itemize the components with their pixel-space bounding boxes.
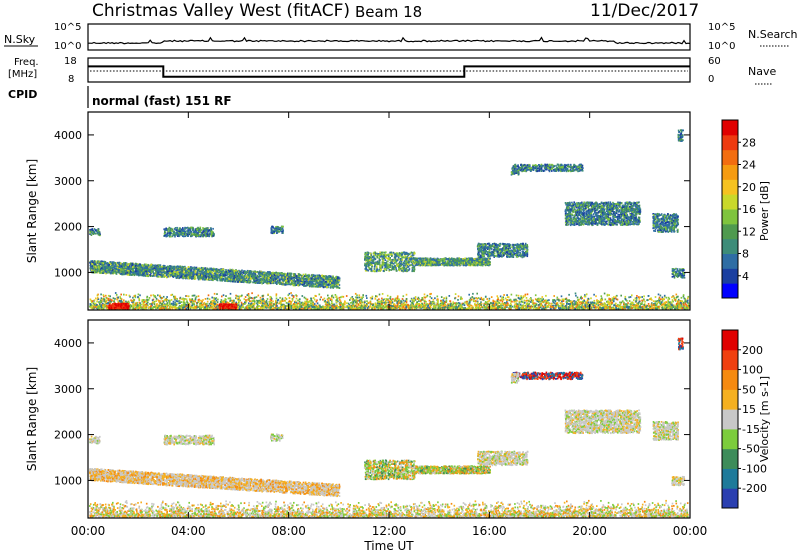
colorbar-tick-label: -15 — [742, 423, 760, 436]
nsky-tick-top: 10^5 — [54, 22, 81, 33]
x-tick-label: 08:00 — [271, 524, 306, 538]
colorbar-segment — [722, 349, 738, 371]
nave-label: Nave — [748, 65, 776, 78]
colorbar-segment — [722, 209, 738, 225]
colorbar-tick-label: 100 — [742, 364, 763, 377]
nave-tick-top: 60 — [708, 56, 721, 67]
cpid-value: normal (fast) 151 RF — [92, 94, 232, 108]
power-y-axis: 1000 2000 3000 4000 — [54, 129, 690, 279]
y-tick-label: 3000 — [54, 383, 82, 396]
y-tick-label: 4000 — [54, 129, 82, 142]
nsearch-tick-bottom: 10^0 — [708, 41, 735, 52]
colorbar-segment — [722, 164, 738, 180]
nsky-tick-bottom: 10^0 — [54, 41, 81, 52]
colorbar-segment — [722, 428, 738, 450]
y-tick-label: 4000 — [54, 337, 82, 350]
colorbar-tick-label: 8 — [742, 248, 749, 261]
nsky-trace — [88, 36, 691, 45]
colorbar-segment — [722, 488, 738, 509]
velocity-heatmap — [89, 337, 689, 518]
date-title: 11/Dec/2017 — [590, 1, 699, 21]
colorbar-segment — [722, 330, 738, 351]
colorbar-segment — [722, 389, 738, 410]
nave-tick-bottom: 0 — [708, 74, 714, 85]
colorbar-tick-label: 4 — [742, 270, 749, 283]
colorbar-tick-label: 12 — [742, 225, 756, 238]
power-colorbar-label: Power [dB] — [758, 181, 771, 241]
y-tick-label: 3000 — [54, 175, 82, 188]
cpid-label: CPID — [8, 88, 37, 101]
power-panel: 1000 2000 3000 4000 Slant Range [km] 28 24 20… — [25, 111, 771, 311]
colorbar-segment — [722, 283, 738, 299]
colorbar-segment — [722, 120, 738, 136]
colorbar-tick-label: -200 — [742, 482, 767, 495]
colorbar-tick-label: 50 — [742, 383, 756, 396]
colorbar-tick-label: 15 — [742, 403, 756, 416]
x-tick-label: 16:00 — [472, 524, 507, 538]
y-tick-label: 2000 — [54, 221, 82, 234]
colorbar-segment — [722, 409, 738, 430]
colorbar-segment — [722, 369, 738, 390]
y-tick-label: 1000 — [54, 266, 82, 279]
y-tick-label: 2000 — [54, 429, 82, 442]
velocity-colorbar: 200 100 50 15 -15 -50 -100 -200 — [721, 329, 767, 509]
colorbar-tick-label: -50 — [742, 443, 760, 456]
x-tick-label: 04:00 — [171, 524, 206, 538]
colorbar-segment — [722, 268, 738, 284]
colorbar-segment — [722, 134, 738, 151]
power-ylabel: Slant Range [km] — [25, 159, 39, 263]
time-axis: 00:00 04:00 08:00 12:00 16:00 20:00 00:00 — [71, 112, 708, 538]
time-axis-label: Time UT — [363, 539, 414, 553]
colorbar-segment — [722, 468, 738, 489]
freq-trace — [88, 65, 690, 78]
nsearch-tick-top: 10^5 — [708, 22, 735, 33]
colorbar-segment — [722, 448, 738, 469]
station-title: Christmas Valley West (fitACF) — [92, 1, 350, 21]
cpid-row: CPID normal (fast) 151 RF — [8, 86, 232, 108]
colorbar-segment — [722, 194, 738, 210]
colorbar-tick-label: -100 — [742, 462, 767, 475]
colorbar-tick-label: 28 — [742, 136, 756, 149]
velocity-colorbar-label: Velocity [m s-1] — [758, 376, 771, 462]
velocity-y-axis: 1000 2000 3000 4000 — [54, 337, 690, 487]
colorbar-segment — [722, 179, 738, 195]
colorbar-segment — [722, 238, 738, 254]
beam-title: Beam 18 — [355, 3, 422, 21]
freq-label: Freq. — [14, 57, 39, 68]
power-heatmap — [89, 129, 690, 310]
freq-panel: Freq. [MHz] 18 8 60 0 Nave — [8, 56, 776, 85]
x-tick-label: 00:00 — [71, 524, 106, 538]
freq-unit-label: [MHz] — [8, 69, 37, 80]
y-tick-label: 1000 — [54, 474, 82, 487]
nsearch-label: N.Search — [748, 28, 798, 41]
freq-tick-top: 18 — [64, 56, 77, 67]
velocity-ylabel: Slant Range [km] — [25, 367, 39, 471]
colorbar-segment — [722, 223, 738, 240]
x-tick-label: 00:00 — [673, 524, 708, 538]
colorbar-tick-label: 20 — [742, 181, 756, 194]
colorbar-segment — [722, 149, 738, 165]
x-tick-label: 12:00 — [372, 524, 407, 538]
colorbar-segment — [722, 253, 738, 269]
nsky-panel: N.Sky 10^5 10^0 10^5 10^0 N.Search — [4, 22, 798, 52]
power-colorbar: 28 24 20 16 12 8 4 — [721, 119, 756, 299]
freq-tick-bottom: 8 — [68, 74, 74, 85]
colorbar-tick-label: 24 — [742, 159, 756, 172]
colorbar-tick-label: 16 — [742, 203, 756, 216]
nsky-label: N.Sky — [4, 33, 36, 46]
x-tick-label: 20:00 — [572, 524, 607, 538]
colorbar-tick-label: 200 — [742, 344, 763, 357]
velocity-panel: 1000 2000 3000 4000 Slant Range [km] 200 100… — [25, 319, 771, 519]
